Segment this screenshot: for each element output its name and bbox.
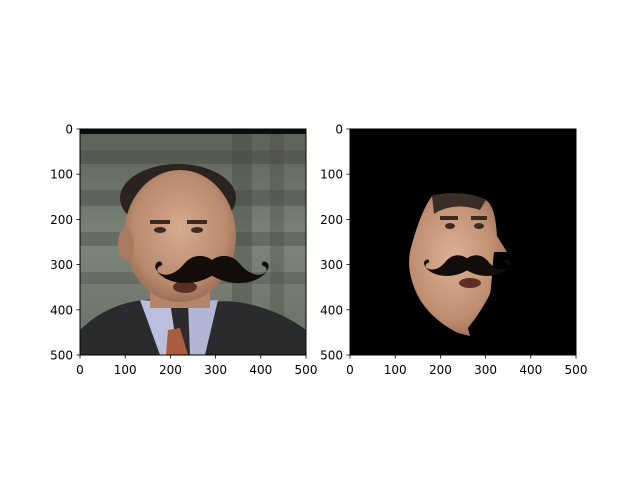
x-tick-label: 500 (565, 363, 588, 377)
x-tick-label: 100 (114, 363, 137, 377)
y-tick-label: 300 (320, 258, 343, 272)
y-tick-label: 100 (320, 168, 343, 182)
y-tick-label: 200 (50, 213, 73, 227)
left-axes-frame (79, 128, 307, 356)
y-tick-label: 400 (50, 303, 73, 317)
y-tick-label: 100 (50, 168, 73, 182)
y-tick-label: 0 (65, 123, 73, 137)
x-tick-label: 0 (76, 363, 84, 377)
left-photo (80, 129, 306, 355)
x-tick-label: 400 (519, 363, 542, 377)
x-tick-label: 500 (295, 363, 318, 377)
x-tick-label: 200 (429, 363, 452, 377)
y-tick-label: 300 (50, 258, 73, 272)
right-segmented-photo (350, 129, 576, 355)
y-tick-label: 500 (320, 349, 343, 363)
x-tick-label: 400 (249, 363, 272, 377)
y-tick-label: 500 (50, 349, 73, 363)
y-tick-label: 0 (335, 123, 343, 137)
x-tick-label: 200 (159, 363, 182, 377)
y-tick-label: 200 (320, 213, 343, 227)
x-tick-label: 300 (204, 363, 227, 377)
x-tick-label: 300 (474, 363, 497, 377)
x-tick-label: 100 (384, 363, 407, 377)
right-axes-frame (349, 128, 577, 356)
x-tick-label: 0 (346, 363, 354, 377)
y-tick-label: 400 (320, 303, 343, 317)
